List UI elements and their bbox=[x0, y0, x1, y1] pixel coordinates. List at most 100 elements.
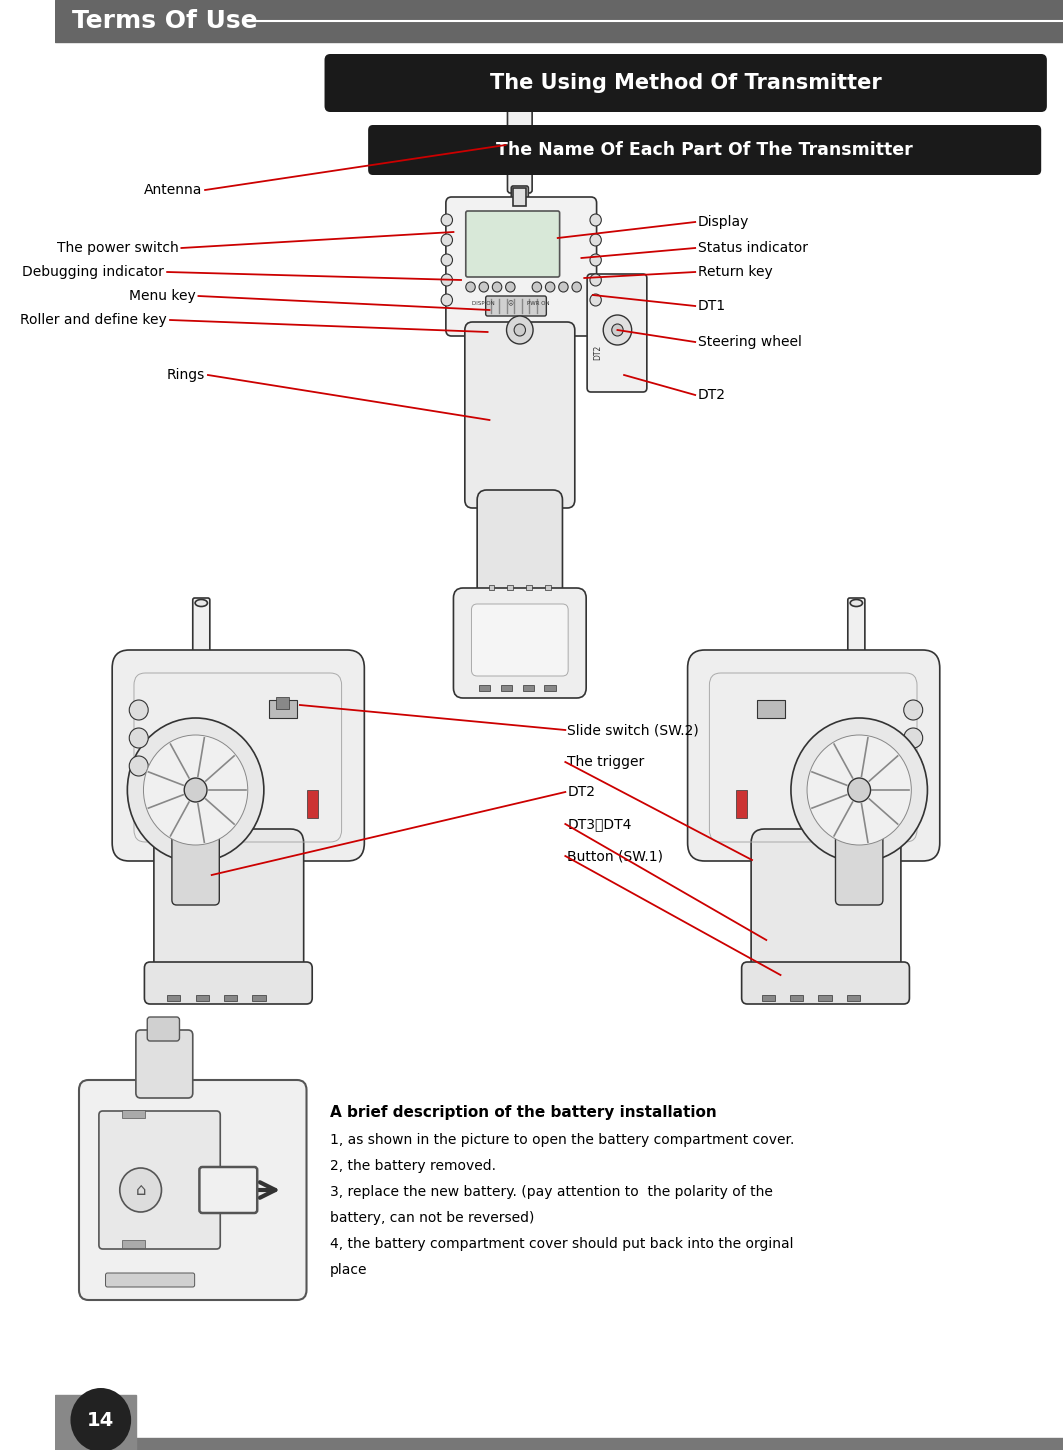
Text: DT2: DT2 bbox=[698, 389, 726, 402]
Circle shape bbox=[130, 728, 148, 748]
Bar bbox=[276, 697, 289, 709]
Text: DT2: DT2 bbox=[568, 784, 595, 799]
Circle shape bbox=[791, 718, 927, 861]
Circle shape bbox=[572, 281, 581, 291]
FancyBboxPatch shape bbox=[136, 1030, 192, 1098]
Text: battery, can not be reversed): battery, can not be reversed) bbox=[331, 1211, 535, 1225]
Text: ⌂: ⌂ bbox=[135, 1180, 146, 1199]
Circle shape bbox=[184, 779, 207, 802]
Text: 14: 14 bbox=[87, 1411, 115, 1430]
FancyBboxPatch shape bbox=[465, 322, 575, 507]
Circle shape bbox=[590, 254, 602, 265]
FancyBboxPatch shape bbox=[848, 597, 865, 682]
Bar bbox=[507, 584, 513, 590]
Bar bbox=[847, 995, 860, 1000]
FancyBboxPatch shape bbox=[324, 54, 1047, 112]
FancyBboxPatch shape bbox=[454, 589, 586, 697]
FancyBboxPatch shape bbox=[192, 597, 209, 682]
Circle shape bbox=[128, 718, 264, 861]
Text: A brief description of the battery installation: A brief description of the battery insta… bbox=[331, 1105, 716, 1119]
Bar bbox=[544, 684, 556, 692]
Circle shape bbox=[479, 281, 489, 291]
FancyBboxPatch shape bbox=[836, 835, 883, 905]
Text: Rings: Rings bbox=[167, 368, 205, 381]
Circle shape bbox=[441, 233, 453, 247]
Circle shape bbox=[904, 755, 923, 776]
FancyBboxPatch shape bbox=[105, 1273, 195, 1288]
Text: The trigger: The trigger bbox=[568, 755, 644, 768]
FancyBboxPatch shape bbox=[507, 91, 533, 193]
Text: Terms Of Use: Terms Of Use bbox=[72, 9, 258, 33]
Ellipse shape bbox=[511, 93, 528, 103]
Text: DISP ON: DISP ON bbox=[472, 302, 495, 306]
Circle shape bbox=[545, 281, 555, 291]
Bar bbox=[513, 188, 526, 206]
FancyBboxPatch shape bbox=[154, 829, 304, 998]
Bar bbox=[167, 995, 181, 1000]
Circle shape bbox=[848, 779, 871, 802]
Circle shape bbox=[603, 315, 631, 345]
Bar bbox=[761, 995, 775, 1000]
Bar bbox=[55, 0, 1063, 42]
Circle shape bbox=[144, 735, 248, 845]
FancyBboxPatch shape bbox=[466, 212, 559, 277]
Circle shape bbox=[590, 274, 602, 286]
Text: PWR ON: PWR ON bbox=[527, 302, 550, 306]
Circle shape bbox=[492, 281, 502, 291]
FancyBboxPatch shape bbox=[79, 1080, 306, 1301]
Circle shape bbox=[590, 233, 602, 247]
Text: 3, replace the new battery. (pay attention to  the polarity of the: 3, replace the new battery. (pay attenti… bbox=[331, 1185, 773, 1199]
Text: Status indicator: Status indicator bbox=[698, 241, 808, 255]
Text: Debugging indicator: Debugging indicator bbox=[22, 265, 165, 278]
Circle shape bbox=[70, 1388, 131, 1450]
FancyBboxPatch shape bbox=[148, 1016, 180, 1041]
Text: Menu key: Menu key bbox=[129, 289, 196, 303]
Circle shape bbox=[559, 281, 568, 291]
Circle shape bbox=[441, 294, 453, 306]
Circle shape bbox=[807, 735, 911, 845]
FancyBboxPatch shape bbox=[587, 274, 647, 392]
Circle shape bbox=[466, 281, 475, 291]
Text: 2, the battery removed.: 2, the battery removed. bbox=[331, 1159, 496, 1173]
FancyBboxPatch shape bbox=[99, 1111, 220, 1248]
Circle shape bbox=[441, 215, 453, 226]
Text: Return key: Return key bbox=[698, 265, 773, 278]
Bar bbox=[819, 995, 831, 1000]
Circle shape bbox=[590, 294, 602, 306]
Circle shape bbox=[441, 254, 453, 265]
FancyBboxPatch shape bbox=[752, 829, 901, 998]
Circle shape bbox=[506, 281, 516, 291]
Text: place: place bbox=[331, 1263, 368, 1277]
Circle shape bbox=[612, 323, 623, 336]
FancyBboxPatch shape bbox=[477, 490, 562, 600]
Bar bbox=[55, 1395, 136, 1450]
FancyBboxPatch shape bbox=[145, 961, 313, 1003]
Bar bbox=[121, 1240, 146, 1248]
Bar bbox=[757, 700, 786, 718]
Text: Display: Display bbox=[698, 215, 749, 229]
Circle shape bbox=[904, 700, 923, 721]
Text: 4, the battery compartment cover should put back into the orginal: 4, the battery compartment cover should … bbox=[331, 1237, 794, 1251]
Circle shape bbox=[120, 1169, 162, 1212]
Text: Button (SW.1): Button (SW.1) bbox=[568, 850, 663, 863]
Text: Antenna: Antenna bbox=[144, 183, 202, 197]
Bar bbox=[196, 995, 208, 1000]
Bar bbox=[790, 995, 804, 1000]
FancyBboxPatch shape bbox=[486, 296, 546, 316]
Text: DT3，DT4: DT3，DT4 bbox=[568, 816, 631, 831]
FancyBboxPatch shape bbox=[368, 125, 1041, 175]
Ellipse shape bbox=[850, 599, 862, 606]
Circle shape bbox=[130, 755, 148, 776]
Text: The power switch: The power switch bbox=[56, 241, 179, 255]
Bar bbox=[526, 584, 533, 590]
Text: Slide switch (SW.2): Slide switch (SW.2) bbox=[568, 724, 699, 737]
Bar bbox=[479, 684, 490, 692]
Bar bbox=[736, 790, 747, 818]
Bar bbox=[306, 790, 318, 818]
Circle shape bbox=[590, 215, 602, 226]
Text: 1, as shown in the picture to open the battery compartment cover.: 1, as shown in the picture to open the b… bbox=[331, 1132, 794, 1147]
Bar bbox=[224, 995, 237, 1000]
FancyBboxPatch shape bbox=[200, 1167, 257, 1214]
Ellipse shape bbox=[196, 599, 207, 606]
FancyBboxPatch shape bbox=[472, 605, 568, 676]
